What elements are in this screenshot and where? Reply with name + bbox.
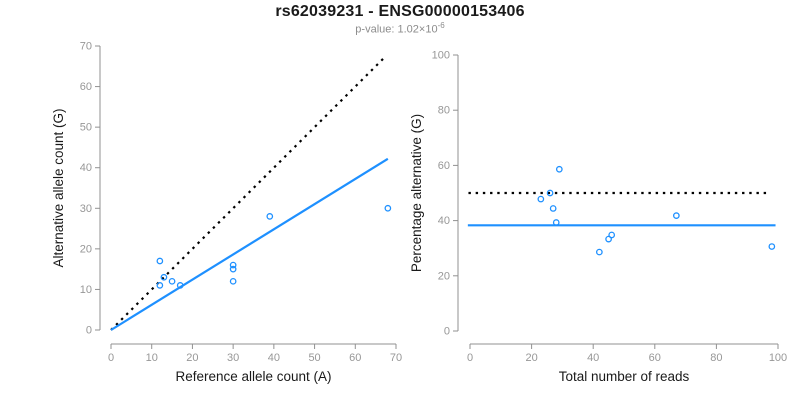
fit-line <box>110 157 389 331</box>
data-point <box>552 219 560 226</box>
y-tick-label: 0 <box>86 325 92 337</box>
x-tick-label: 40 <box>268 352 280 364</box>
y-tick-label: 30 <box>80 203 92 215</box>
y-tick-label: 60 <box>80 81 92 93</box>
data-point <box>605 235 612 243</box>
y-tick-label: 80 <box>438 105 450 117</box>
identity-line <box>110 55 387 331</box>
x-tick-label: 70 <box>390 352 402 364</box>
x-tick-label: 50 <box>308 352 320 364</box>
data-point <box>229 277 237 285</box>
x-tick-label: 100 <box>769 352 787 364</box>
x-axis-title: Reference allele count (A) <box>175 369 331 384</box>
y-axis-title: Percentage alternative (G) <box>409 114 424 272</box>
data-point <box>229 265 237 273</box>
data-point <box>168 277 176 285</box>
data-point <box>673 212 680 219</box>
data-point <box>176 282 184 289</box>
x-tick-label: 10 <box>146 352 158 364</box>
y-tick-label: 0 <box>444 326 450 338</box>
y-tick-label: 10 <box>80 284 92 296</box>
x-tick-label: 40 <box>587 352 599 364</box>
x-tick-label: 0 <box>467 352 473 364</box>
y-axis-title: Alternative allele count (G) <box>51 108 66 267</box>
x-tick-label: 30 <box>227 352 239 364</box>
y-tick-label: 20 <box>80 243 92 255</box>
y-tick-label: 70 <box>80 41 92 53</box>
p-value-exponent: -6 <box>437 21 445 30</box>
x-tick-label: 60 <box>349 352 361 364</box>
y-tick-label: 20 <box>438 270 450 282</box>
y-tick-label: 50 <box>80 122 92 134</box>
x-tick-label: 80 <box>710 352 722 364</box>
y-tick-label: 100 <box>432 50 450 62</box>
data-point <box>768 243 776 250</box>
x-axis-title: Total number of reads <box>559 369 690 384</box>
y-tick-label: 40 <box>438 215 450 227</box>
x-tick-label: 0 <box>108 352 114 364</box>
data-point <box>596 248 603 256</box>
p-value-text: p-value: 1.02×10 <box>355 23 438 36</box>
y-tick-label: 60 <box>438 160 450 172</box>
data-point <box>160 273 168 281</box>
x-tick-label: 60 <box>649 352 661 364</box>
data-point <box>546 189 554 197</box>
data-point <box>608 231 616 239</box>
figure-title: rs62039231 - ENSG00000153406 <box>275 3 525 20</box>
data-point <box>229 261 237 269</box>
data-point <box>266 213 274 220</box>
data-point <box>156 282 164 289</box>
data-point <box>156 257 164 265</box>
data-point <box>384 204 392 212</box>
x-tick-label: 20 <box>525 352 537 364</box>
data-point <box>549 205 557 212</box>
x-tick-label: 20 <box>186 352 198 364</box>
data-point <box>555 165 563 173</box>
y-tick-label: 40 <box>80 162 92 174</box>
data-point <box>537 195 545 203</box>
figure-subtitle: p-value: 1.02×10-6 <box>0 21 800 36</box>
